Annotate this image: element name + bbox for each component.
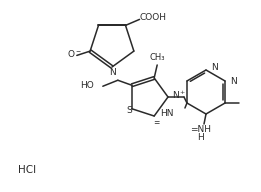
Text: +: + xyxy=(179,89,184,94)
Text: HN: HN xyxy=(161,108,174,118)
Text: N: N xyxy=(211,64,218,73)
Text: HCl: HCl xyxy=(18,165,36,175)
Text: =: = xyxy=(153,118,159,127)
Text: CH₃: CH₃ xyxy=(150,54,165,62)
Text: −: − xyxy=(75,48,80,53)
Text: HO: HO xyxy=(80,81,94,90)
Text: COOH: COOH xyxy=(139,13,166,22)
Text: N: N xyxy=(172,92,179,100)
Text: S: S xyxy=(126,106,132,115)
Text: N: N xyxy=(109,68,115,77)
Text: H: H xyxy=(198,133,204,142)
Text: O: O xyxy=(67,50,74,59)
Text: N: N xyxy=(230,76,237,85)
Text: =NH: =NH xyxy=(191,126,211,135)
